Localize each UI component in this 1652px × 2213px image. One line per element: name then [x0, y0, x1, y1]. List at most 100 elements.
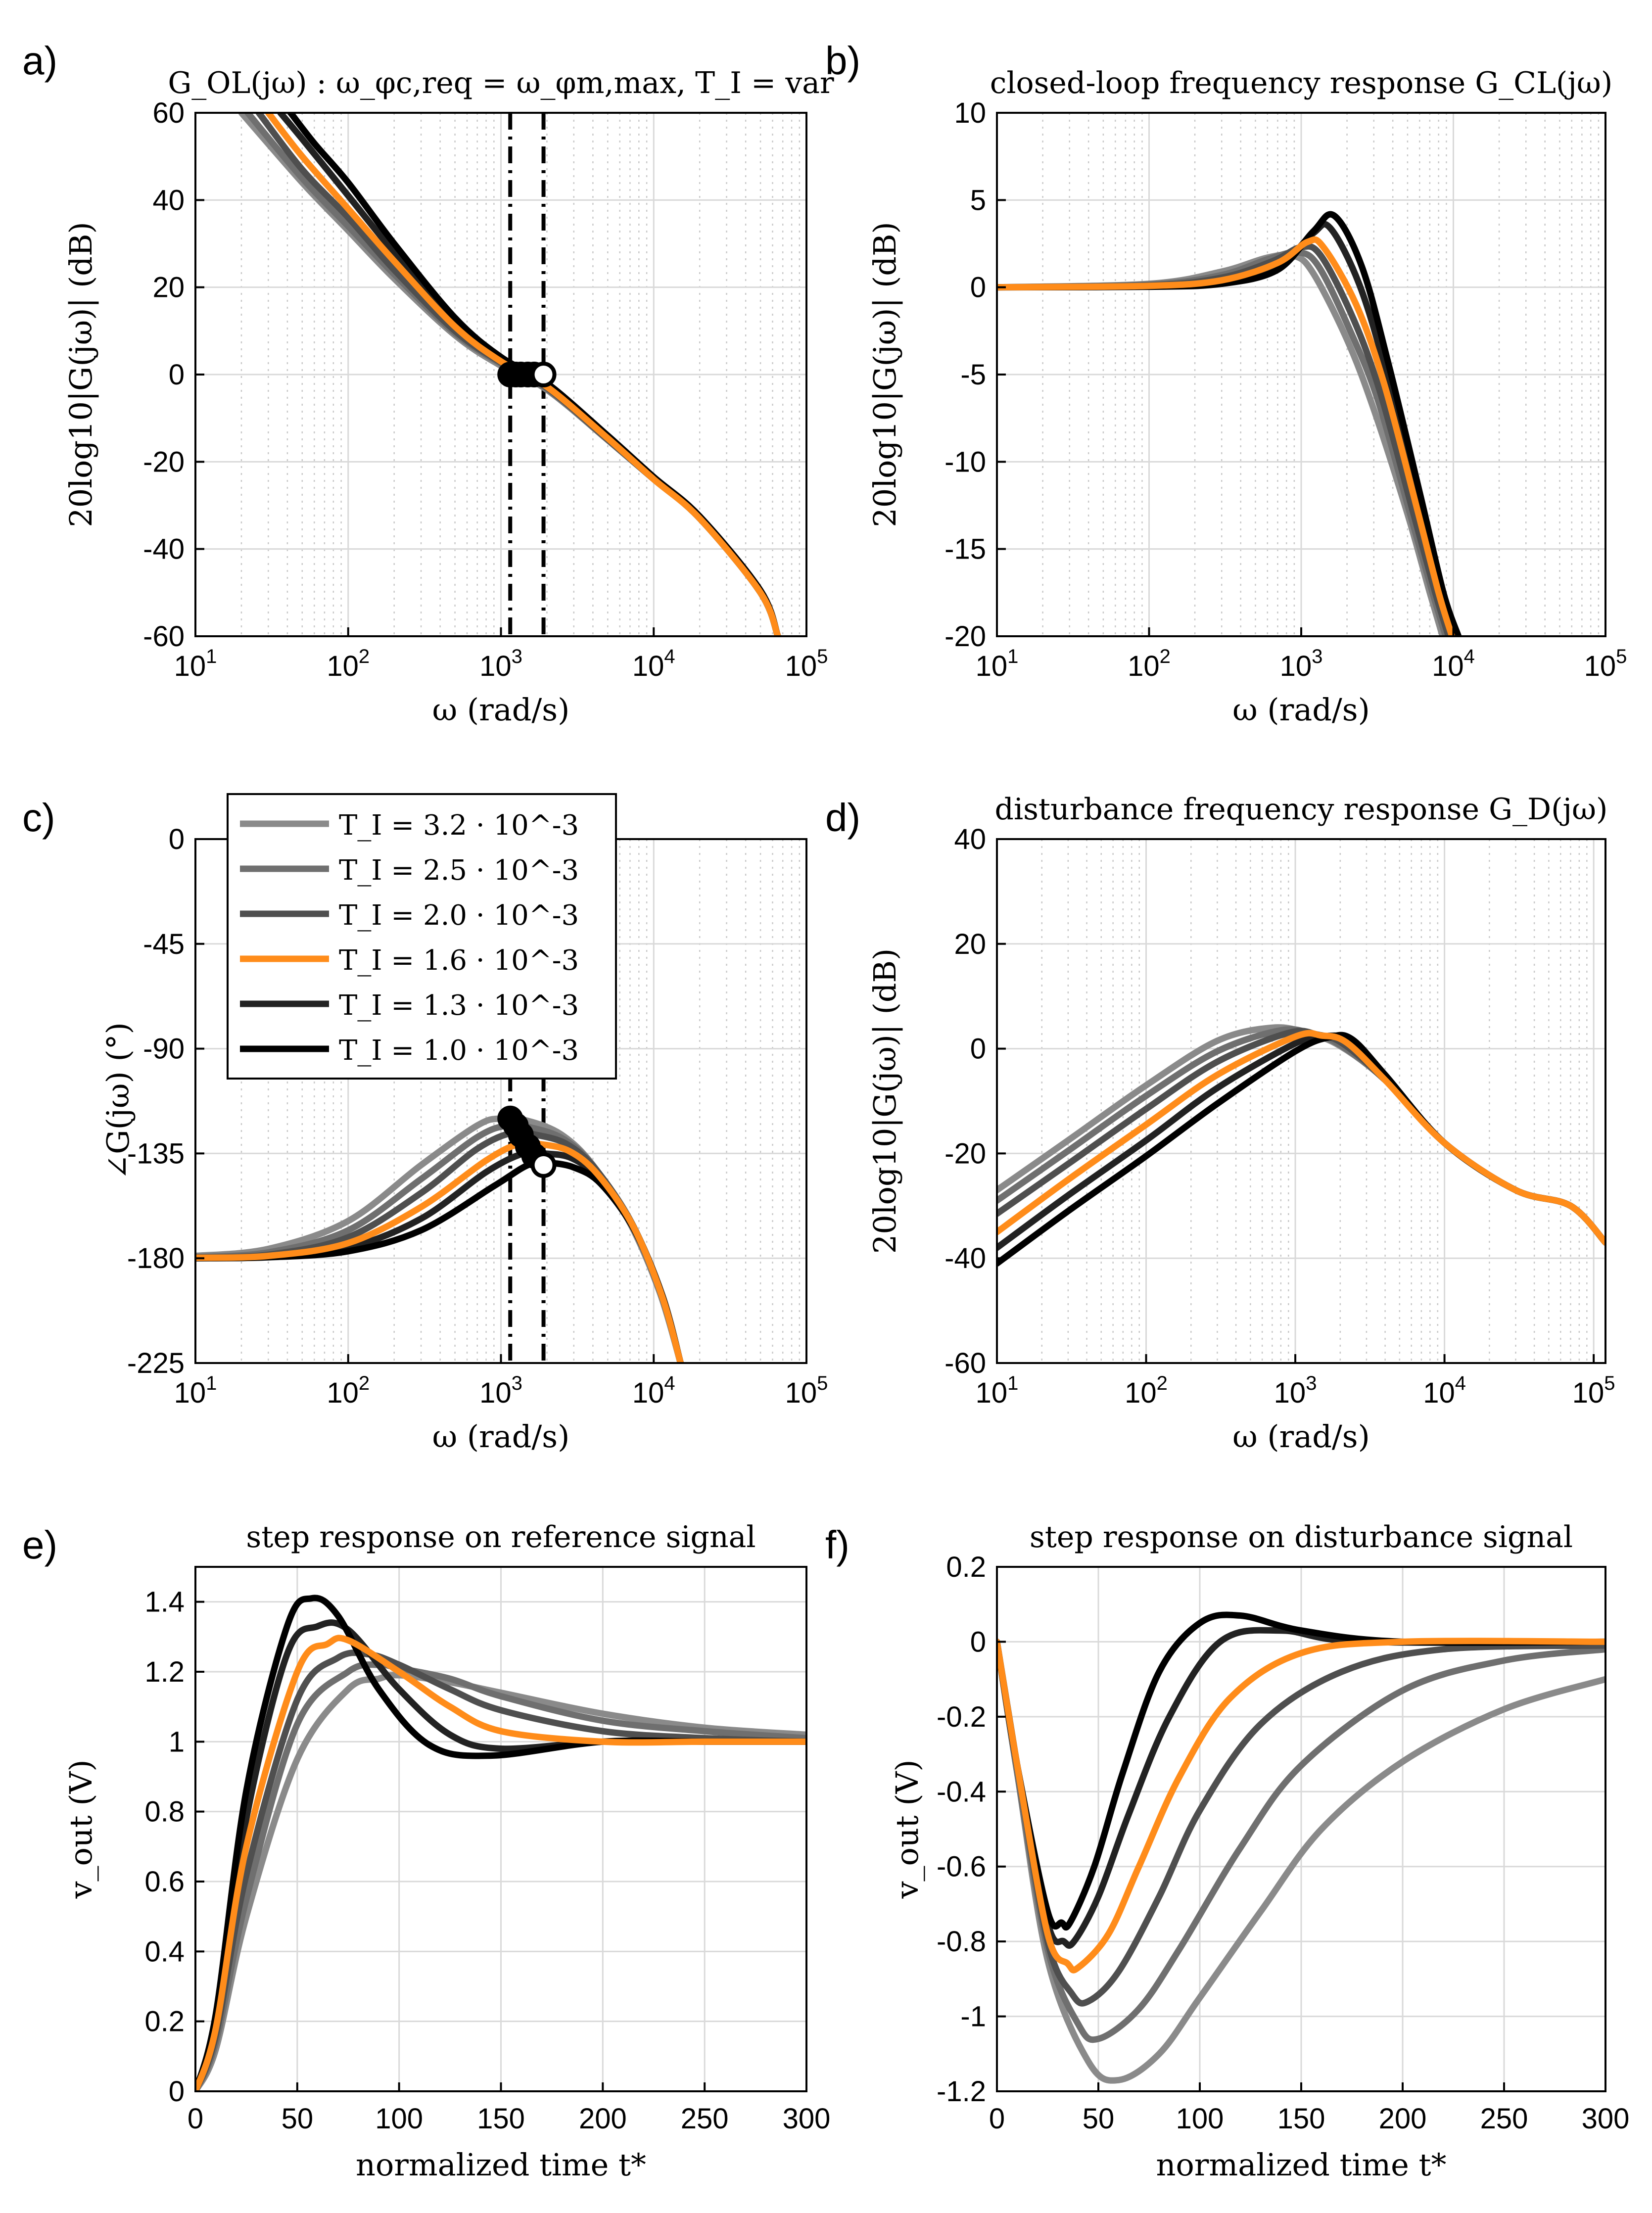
y-tick-label: 0 [169, 2075, 185, 2108]
y-tick-label: 0.6 [144, 1866, 185, 1898]
x-axis-label: ω (rad/s) [432, 692, 570, 728]
series-group [997, 1024, 1605, 1267]
x-tick-label: 101 [976, 646, 1019, 682]
series-group [195, 1115, 684, 1363]
y-tick-label: 0.2 [144, 2006, 185, 2038]
x-tick-label: 200 [579, 2103, 627, 2135]
chart-title: disturbance frequency response G_D(jω) [995, 792, 1608, 827]
y-tick-label: -45 [143, 928, 185, 960]
y-tick-label: -60 [143, 620, 185, 653]
x-tick-label: 101 [976, 1372, 1019, 1409]
series-line-3 [997, 243, 1452, 636]
x-tick-label: 0 [989, 2103, 1005, 2135]
legend-label: T_I = 1.0 · 10^-3 [339, 1035, 579, 1067]
y-tick-label: 0.2 [946, 1551, 986, 1583]
chart-title: closed-loop frequency response G_CL(jω) [990, 66, 1613, 100]
y-axis-label: v_out (V) [889, 1759, 925, 1899]
y-tick-label: -20 [944, 1137, 986, 1170]
panel-d: 101 102 103 104 105 40 20 0 -20 -40 -60 d) disturban… [825, 792, 1615, 1455]
y-axis-label: 20log10|G(jω)| (dB) [63, 222, 99, 527]
series-line-4 [997, 1638, 1605, 1974]
chart-title: G_OL(jω) : ω_φc,req = ω_φm,max, T_I = va… [168, 66, 834, 100]
x-tick-label: 102 [1128, 646, 1171, 682]
panel-label: b) [825, 39, 860, 83]
y-tick-label: -20 [944, 620, 986, 653]
y-tick-label: 40 [152, 184, 185, 216]
x-tick-label: 104 [1423, 1372, 1466, 1409]
series-line-2 [195, 1122, 684, 1363]
x-tick-label: 100 [1176, 2103, 1224, 2135]
x-tick-label: 104 [1432, 646, 1475, 682]
y-tick-label: -60 [944, 1347, 986, 1379]
crossover-markers [497, 362, 557, 387]
x-tick-label: 50 [282, 2103, 314, 2135]
y-tick-label: -20 [143, 446, 185, 478]
panel-label: e) [22, 1523, 57, 1567]
x-tick-label: 102 [1125, 1372, 1168, 1409]
series-line-1 [195, 1115, 684, 1363]
panel-e: 0 50 100 150 200 250 300 0 0.2 0.4 0.6 0.8 1 1.2 1.4 e)… [22, 1520, 830, 2183]
series-line-4 [997, 236, 1456, 636]
y-axis-label: ∠G(jω) (°) [100, 1022, 136, 1180]
y-tick-label: 20 [152, 272, 185, 304]
legend-label: T_I = 3.2 · 10^-3 [339, 809, 579, 842]
x-tick-label: 102 [327, 1372, 370, 1409]
x-tick-label: 150 [1277, 2103, 1325, 2135]
grid [996, 112, 1606, 637]
series-line-4 [997, 1030, 1605, 1246]
x-axis-label: ω (rad/s) [432, 1418, 570, 1455]
legend-label: T_I = 2.5 · 10^-3 [339, 854, 579, 887]
y-tick-label: -10 [944, 446, 986, 478]
y-axis-label: 20log10|G(jω)| (dB) [867, 948, 903, 1254]
x-tick-label: 103 [479, 1372, 522, 1409]
x-tick-label: 102 [327, 646, 370, 682]
legend: T_I = 3.2 · 10^-3 T_I = 2.5 · 10^-3 T_I = … [227, 793, 617, 1080]
series-group [195, 1595, 806, 2091]
y-tick-label: -135 [127, 1137, 185, 1170]
series-line-2 [997, 1026, 1605, 1246]
series-line-4 [195, 1635, 806, 2091]
y-tick-label: 1.4 [144, 1586, 185, 1618]
panel-label: f) [825, 1523, 850, 1567]
y-tick-label: -5 [960, 359, 986, 391]
series-line-4 [195, 1139, 684, 1363]
x-tick-label: 105 [1572, 1372, 1615, 1409]
x-tick-label: 250 [1480, 2103, 1528, 2135]
x-tick-label: 105 [785, 646, 828, 682]
legend-label: T_I = 2.0 · 10^-3 [339, 899, 579, 932]
x-tick-label: 101 [174, 1372, 217, 1409]
axes-box [996, 838, 1606, 1364]
x-tick-label: 105 [1584, 646, 1627, 682]
panel-b: 101 102 103 104 1051050-5-10-15-20b)closed-l… [825, 39, 1627, 728]
y-tick-label: 0.4 [144, 1935, 185, 1968]
x-tick-label: 105 [785, 1372, 828, 1409]
x-tick-label: 50 [1083, 2103, 1115, 2135]
x-axis-label: ω (rad/s) [1232, 1418, 1370, 1455]
y-tick-label: 0.8 [144, 1796, 185, 1828]
x-tick-label: 100 [375, 2103, 423, 2135]
panel-label: c) [22, 796, 55, 840]
x-tick-label: 200 [1379, 2103, 1427, 2135]
panel-f: 0 50 100 150 200 250 300 0.2 0 -0.2 -0.4 -0.6 -0.8 -1… [825, 1520, 1629, 2183]
y-tick-label: 5 [970, 184, 986, 216]
x-tick-label: 300 [1582, 2103, 1630, 2135]
panel-label: d) [825, 796, 860, 840]
y-tick-label: 0 [970, 1626, 986, 1658]
y-tick-label: -40 [944, 1242, 986, 1274]
x-axis-label: normalized time t* [1156, 2147, 1447, 2183]
y-tick-label: -0.8 [937, 1926, 986, 1958]
y-tick-label: -1.2 [937, 2075, 986, 2108]
x-tick-label: 104 [632, 1372, 675, 1409]
marker-point [530, 1152, 557, 1178]
y-tick-label: 60 [152, 97, 185, 129]
x-tick-label: 101 [174, 646, 217, 682]
x-tick-label: 300 [783, 2103, 831, 2135]
x-tick-label: 103 [479, 646, 522, 682]
legend-box [227, 793, 617, 1080]
y-tick-label: -225 [127, 1347, 185, 1379]
y-tick-label: -180 [127, 1242, 185, 1274]
panel-label: a) [22, 39, 57, 83]
y-tick-label: -0.6 [937, 1851, 986, 1883]
chart-title: step response on disturbance signal [1030, 1520, 1573, 1554]
